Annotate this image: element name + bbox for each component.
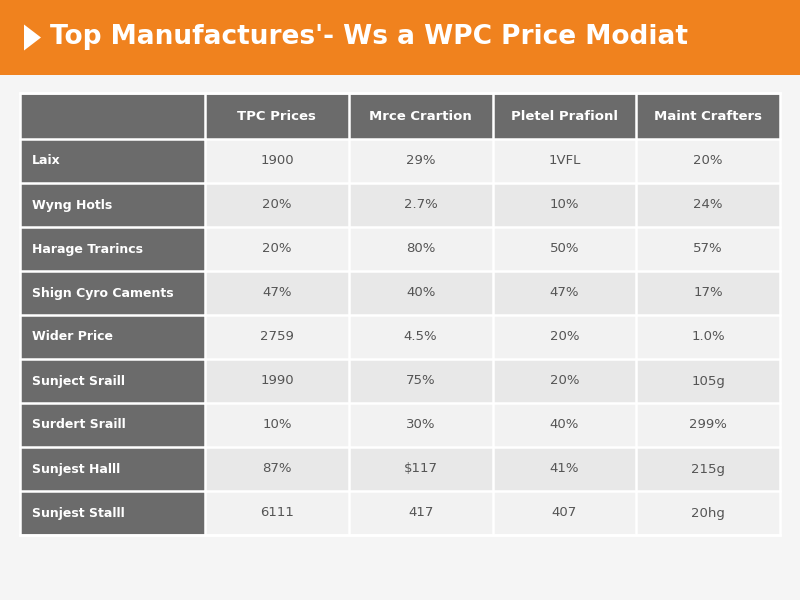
Text: 1990: 1990 (260, 374, 294, 388)
Text: 30%: 30% (406, 419, 435, 431)
Bar (205, 93, 349, 139)
Bar (493, 93, 636, 139)
Text: 417: 417 (408, 506, 434, 520)
Text: 29%: 29% (406, 154, 435, 167)
Bar (205, 491, 780, 535)
Text: $117: $117 (404, 463, 438, 475)
Text: Sunjest Stalll: Sunjest Stalll (32, 506, 125, 520)
Bar (0, 0, 800, 75)
Bar (205, 139, 780, 183)
Text: Mrce Crartion: Mrce Crartion (370, 109, 472, 122)
Text: Surdert Sraill: Surdert Sraill (32, 419, 126, 431)
Text: 20hg: 20hg (691, 506, 725, 520)
Text: 47%: 47% (550, 286, 579, 299)
Text: 24%: 24% (694, 199, 723, 211)
Text: 47%: 47% (262, 286, 292, 299)
Text: 75%: 75% (406, 374, 435, 388)
Text: 20%: 20% (262, 199, 292, 211)
Text: 20%: 20% (550, 331, 579, 343)
Text: Shign Cyro Caments: Shign Cyro Caments (32, 286, 174, 299)
Bar (20, 315, 205, 359)
Text: Wider Price: Wider Price (32, 331, 113, 343)
Text: 40%: 40% (550, 419, 579, 431)
Text: 10%: 10% (262, 419, 292, 431)
Text: 299%: 299% (689, 419, 727, 431)
Text: 57%: 57% (694, 242, 723, 256)
Bar (20, 183, 205, 227)
Bar (205, 271, 780, 315)
Bar (205, 315, 780, 359)
Text: Sunject Sraill: Sunject Sraill (32, 374, 125, 388)
Bar (636, 93, 780, 139)
Text: 10%: 10% (550, 199, 579, 211)
Text: 41%: 41% (550, 463, 579, 475)
Bar (20, 491, 205, 535)
Text: 50%: 50% (550, 242, 579, 256)
Bar (349, 93, 493, 139)
Text: 2.7%: 2.7% (404, 199, 438, 211)
Text: 1900: 1900 (260, 154, 294, 167)
Bar (20, 227, 205, 271)
Text: Sunjest Halll: Sunjest Halll (32, 463, 120, 475)
Text: Maint Crafters: Maint Crafters (654, 109, 762, 122)
Bar (205, 447, 780, 491)
Text: 80%: 80% (406, 242, 435, 256)
Text: Harage Trarincs: Harage Trarincs (32, 242, 143, 256)
Text: 215g: 215g (691, 463, 725, 475)
Text: 20%: 20% (694, 154, 723, 167)
Text: 407: 407 (552, 506, 577, 520)
Text: Top Manufactures'- Wѕ a WPC Price Modiat: Top Manufactures'- Wѕ a WPC Price Modiat (50, 25, 688, 50)
Text: 40%: 40% (406, 286, 435, 299)
Bar (20, 271, 205, 315)
Bar (205, 403, 780, 447)
Text: Pletel Prafionl: Pletel Prafionl (511, 109, 618, 122)
Bar (205, 227, 780, 271)
Text: 6111: 6111 (260, 506, 294, 520)
Text: 2759: 2759 (260, 331, 294, 343)
Text: 1.0%: 1.0% (691, 331, 725, 343)
Text: Laix: Laix (32, 154, 61, 167)
Bar (20, 93, 205, 139)
Polygon shape (24, 25, 41, 50)
Bar (20, 447, 205, 491)
Bar (205, 359, 780, 403)
Text: 17%: 17% (694, 286, 723, 299)
Text: Wyng Hotls: Wyng Hotls (32, 199, 112, 211)
Text: 20%: 20% (550, 374, 579, 388)
Bar (20, 403, 205, 447)
Text: 4.5%: 4.5% (404, 331, 438, 343)
Text: 105g: 105g (691, 374, 725, 388)
Bar (20, 359, 205, 403)
Text: TPC Prices: TPC Prices (238, 109, 316, 122)
Text: 20%: 20% (262, 242, 292, 256)
Text: 1VFL: 1VFL (548, 154, 581, 167)
Bar (20, 139, 205, 183)
Text: 87%: 87% (262, 463, 292, 475)
Bar (205, 183, 780, 227)
